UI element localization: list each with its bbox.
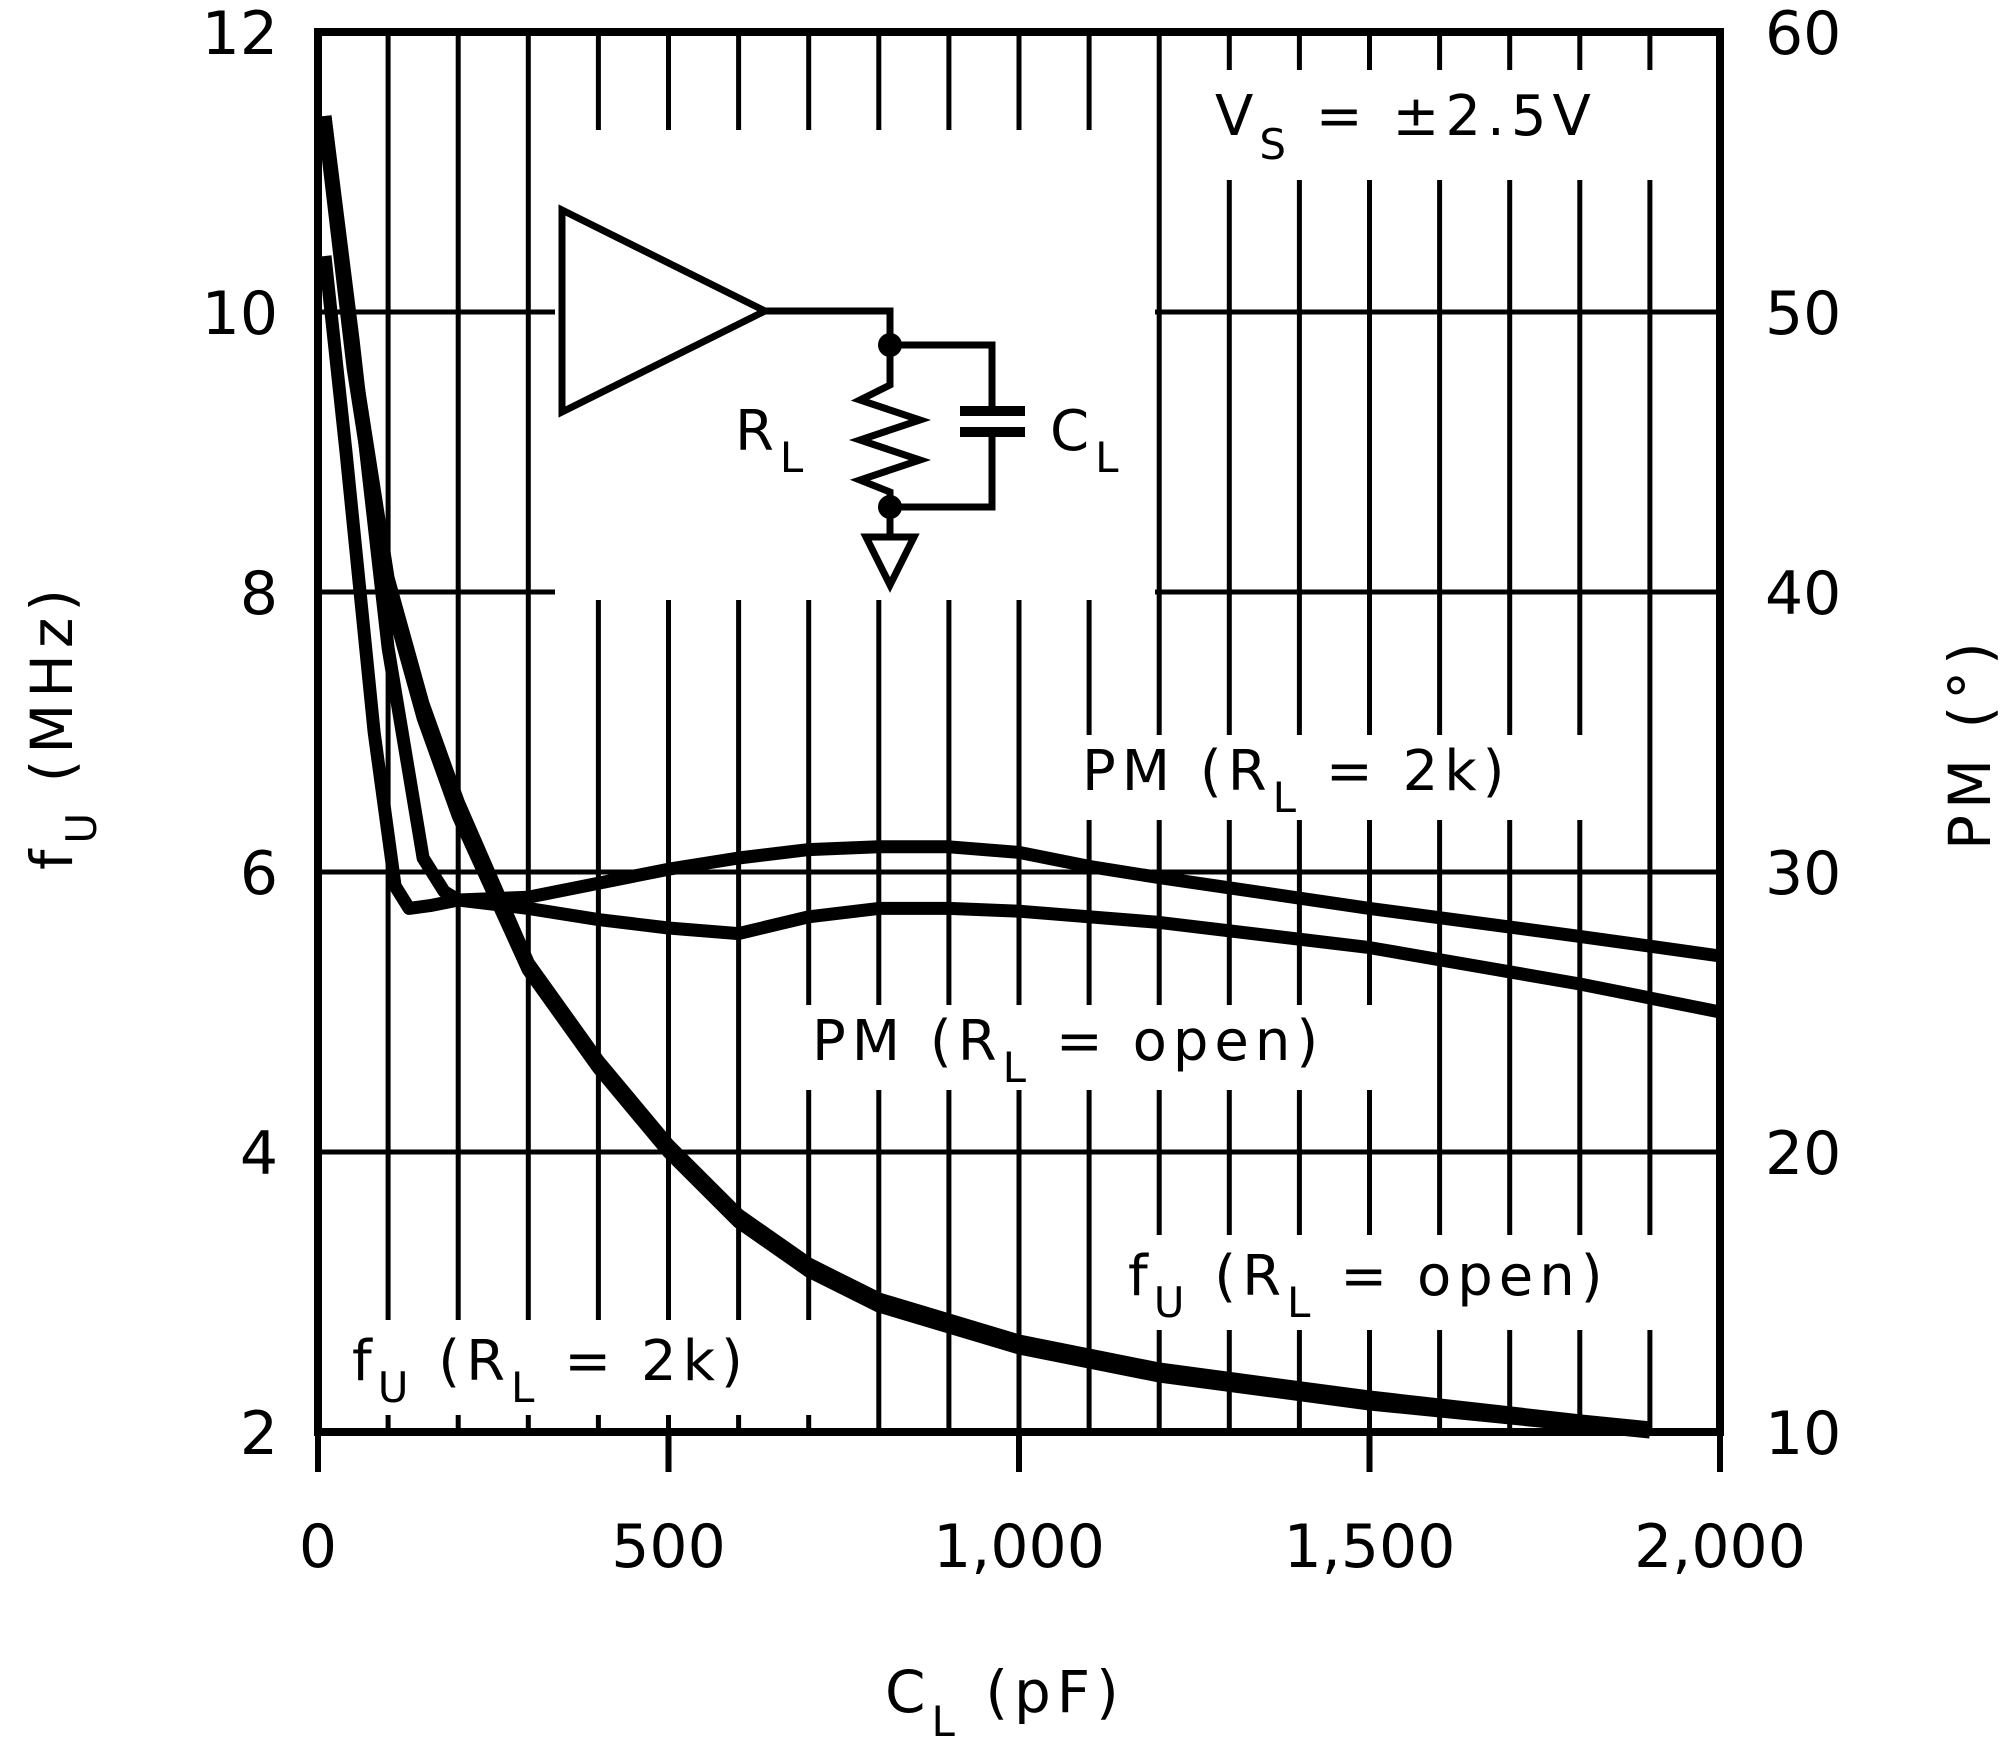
x-tick-label: 2,000	[1634, 1512, 1806, 1582]
y2-tick-label: 10	[1765, 1399, 1841, 1469]
y2-tick-label: 30	[1765, 839, 1841, 909]
y2-tick-label: 50	[1765, 279, 1841, 349]
label-background	[345, 1320, 845, 1415]
x-axis-title: CL (pF)	[885, 1658, 1125, 1746]
y-axis-title: fU (MHz)	[18, 583, 106, 870]
series-line	[318, 255, 1721, 963]
y2-axis-title: PM (°)	[1936, 636, 2004, 850]
y-tick-label: 2	[240, 1399, 278, 1469]
y2-axis-tick-labels: 10 20 30 40 50 60	[1765, 0, 1841, 1469]
y-tick-label: 10	[202, 279, 278, 349]
series-line	[318, 115, 1722, 1019]
label-background	[1075, 735, 1605, 820]
capacitor-bottom-wire	[890, 435, 996, 511]
circuit-inset	[558, 204, 1025, 593]
label-fu-2k: fU (RL = 2k)	[352, 1329, 749, 1412]
label-background	[1120, 1235, 1705, 1330]
label-pm-open: PM (RL = open)	[812, 1009, 1324, 1092]
y2-tick-label: 60	[1765, 0, 1841, 69]
x-axis-ticks	[315, 1432, 1723, 1472]
y-axis-tick-labels: 2 4 6 8 10 12	[202, 0, 278, 1469]
circuit-cl-label: CL	[1050, 399, 1125, 482]
x-tick-label: 1,500	[1284, 1512, 1456, 1582]
y-tick-label: 6	[240, 839, 278, 909]
label-pm-2k: PM (RL = 2k)	[1082, 739, 1511, 822]
amplifier-triangle-icon	[558, 204, 773, 418]
resistor-icon	[848, 345, 932, 507]
node-dot-bottom	[878, 495, 902, 519]
series-line	[318, 115, 1651, 1435]
capacitor-top-wire	[890, 341, 996, 408]
x-tick-label: 0	[299, 1512, 337, 1582]
label-background	[805, 1005, 1405, 1090]
label-background	[555, 130, 1155, 600]
node-dot-top	[878, 333, 902, 357]
label-fu-open: fU (RL = open)	[1128, 1244, 1609, 1327]
ground-icon	[860, 533, 920, 593]
x-tick-label: 1,000	[933, 1512, 1105, 1582]
label-background	[1195, 70, 1705, 180]
circuit-rl-label: RL	[735, 399, 809, 482]
y2-tick-label: 20	[1765, 1119, 1841, 1189]
x-axis-tick-labels: 0 500 1,000 1,500 2,000	[299, 1512, 1806, 1582]
x-tick-label: 500	[611, 1512, 726, 1582]
y2-tick-label: 40	[1765, 559, 1841, 629]
y-tick-label: 4	[240, 1119, 278, 1189]
supply-voltage-annotation: VS = ±2.5V	[1215, 84, 1597, 169]
data-curves	[318, 115, 1722, 1439]
y-tick-label: 8	[240, 559, 278, 629]
y-tick-label: 12	[202, 0, 278, 69]
